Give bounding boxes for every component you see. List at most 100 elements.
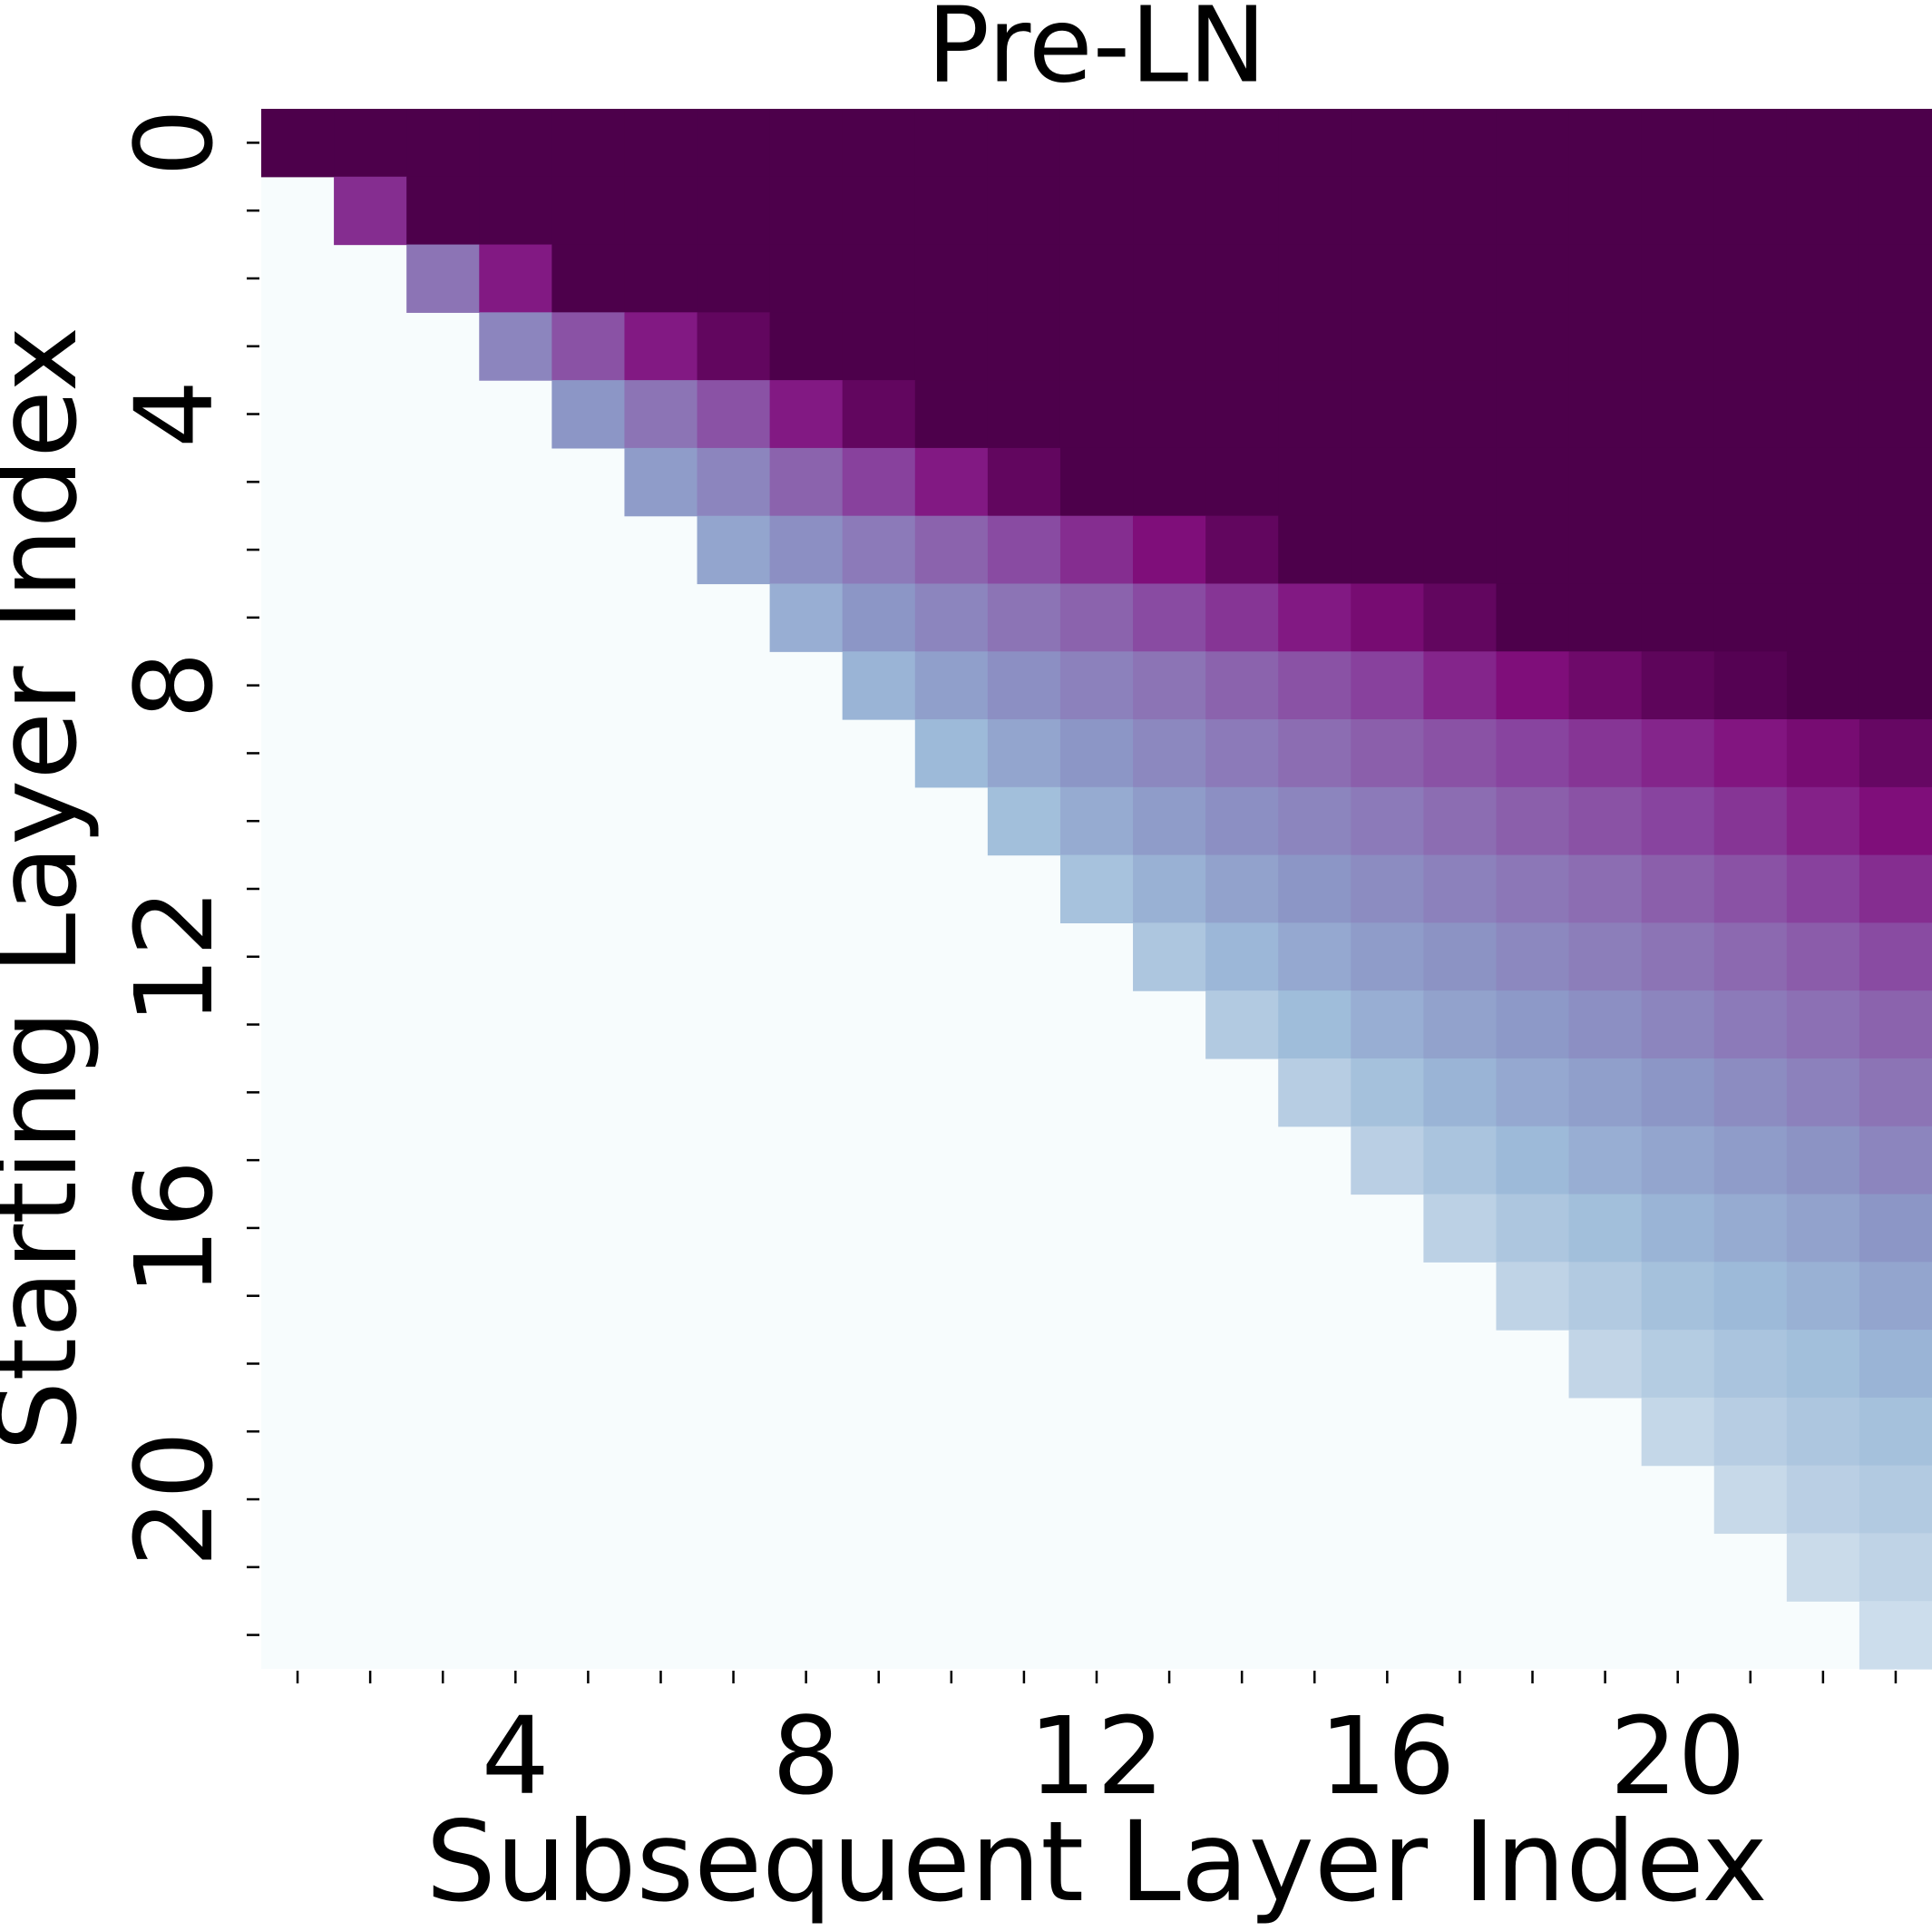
heatmap-cell [1133,922,1206,991]
heatmap-cell [769,380,844,449]
heatmap-cell [1423,1194,1498,1263]
y-tick-label: 8 [112,651,237,719]
heatmap-cell [1278,854,1351,923]
heatmap-cell [1786,176,1860,246]
x-tick-label: 12 [1029,1693,1165,1819]
heatmap-cell [1786,1330,1860,1399]
heatmap-cell [1059,786,1134,856]
heatmap-cell [624,109,698,178]
heatmap-cell [1278,651,1351,720]
heatmap-cell [1423,312,1498,381]
heatmap-cell [1568,312,1643,381]
heatmap-cell [987,176,1061,246]
heatmap-cell [1859,1262,1932,1331]
heatmap-cell [697,380,771,449]
heatmap-cell [1859,1194,1932,1263]
heatmap-cell [1205,244,1279,313]
heatmap-cell [1713,719,1788,788]
heatmap-cell [842,244,916,313]
heatmap-cell [842,583,916,652]
heatmap-cell [1205,990,1279,1059]
heatmap-cell [1713,1330,1788,1399]
heatmap-cell [1133,109,1206,178]
heatmap-cell [1278,447,1351,517]
heatmap-cell [987,312,1061,381]
heatmap-cell [697,244,771,313]
heatmap-cell [406,176,480,246]
heatmap-cell [1859,515,1932,585]
heatmap-cell [987,109,1061,178]
heatmap-cell [769,312,844,381]
heatmap-cell [1786,854,1860,923]
heatmap-cell [769,583,844,652]
heatmap-cell [1641,1058,1715,1127]
heatmap-cell [624,312,698,381]
heatmap-cell [769,109,844,178]
heatmap-cell [1351,1058,1424,1127]
heatmap-cell [697,515,771,585]
heatmap-cell [1351,583,1424,652]
heatmap-cell [1205,719,1279,788]
heatmap-cell [1568,990,1643,1059]
heatmap-cell [479,176,552,246]
heatmap-cell [987,651,1061,720]
heatmap-cell [1133,583,1206,652]
heatmap-cell [1713,447,1788,517]
heatmap-cell [1278,1058,1351,1127]
heatmap-cell [1641,854,1715,923]
heatmap-cell [1351,854,1424,923]
heatmap-cell [1496,786,1570,856]
heatmap-cell [1423,515,1498,585]
heatmap-cell [1059,854,1134,923]
heatmap-cell [1423,786,1498,856]
heatmap-cell [1568,583,1643,652]
heatmap-cell [1423,1058,1498,1127]
heatmap-cell [334,109,407,178]
heatmap-cell [842,447,916,517]
heatmap-cell [1859,854,1932,923]
heatmap-cell [1641,1126,1715,1195]
heatmap-cell [987,719,1061,788]
heatmap-cell [1278,380,1351,449]
heatmap-cell [1059,244,1134,313]
heatmap-cell [1423,176,1498,246]
heatmap-cell [1423,990,1498,1059]
heatmap-cell [1568,380,1643,449]
heatmap-cell [1568,109,1643,178]
heatmap-cell [406,109,480,178]
heatmap-cell [1641,109,1715,178]
heatmap-cell [1786,244,1860,313]
heatmap-cell [1351,786,1424,856]
heatmap-cell [1351,990,1424,1059]
heatmap-cell [1568,1194,1643,1263]
heatmap-cell [1713,990,1788,1059]
heatmap-cell [1859,1058,1932,1127]
heatmap-cell [1133,651,1206,720]
heatmap-cell [1496,1194,1570,1263]
heatmap-cell [1641,244,1715,313]
heatmap-cell [1133,854,1206,923]
heatmap-cell [1496,583,1570,652]
heatmap-cell [769,447,844,517]
heatmap-cell [1423,651,1498,720]
heatmap-cell [1568,719,1643,788]
heatmap-cell [1786,1194,1860,1263]
heatmap-cell [1641,583,1715,652]
heatmap-cell [1713,1126,1788,1195]
heatmap-cell [551,312,626,381]
heatmap-cell [624,380,698,449]
heatmap-cell [479,109,552,178]
x-tick-label: 20 [1610,1693,1746,1819]
heatmap-cell [769,244,844,313]
heatmap-cell [1641,651,1715,720]
heatmap-cell [1786,786,1860,856]
heatmap-cell [914,719,989,788]
heatmap-cell [1786,312,1860,381]
heatmap-cell [1133,244,1206,313]
heatmap-cell [1859,1330,1932,1399]
heatmap-cell [1713,922,1788,991]
heatmap-cell [551,109,626,178]
heatmap-cell [1713,651,1788,720]
heatmap-cell [1278,583,1351,652]
heatmap-cell [1641,1397,1715,1467]
